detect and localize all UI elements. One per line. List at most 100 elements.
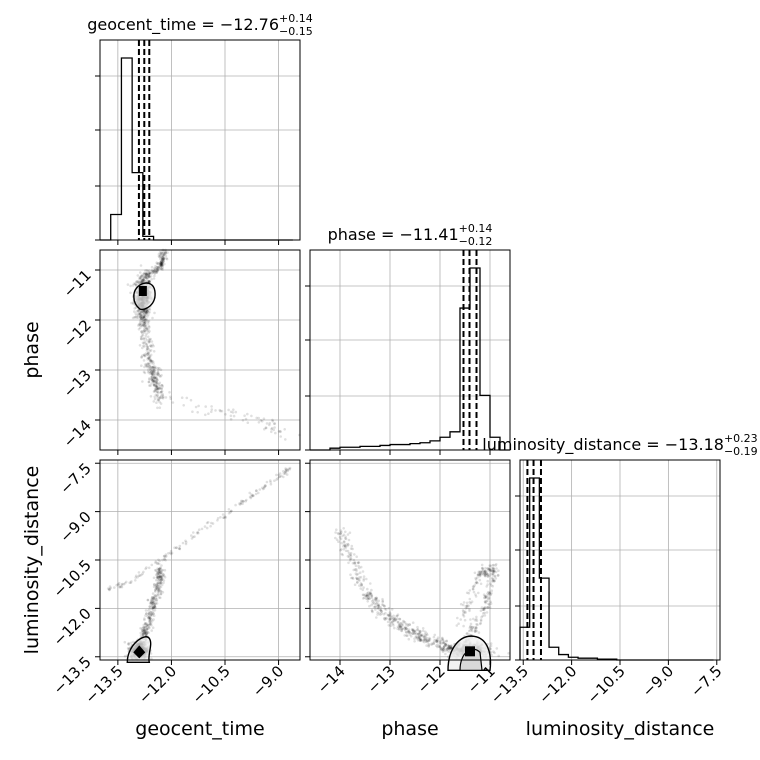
scatter-point (150, 611, 154, 615)
scatter-point (148, 370, 151, 374)
scatter-point (145, 276, 148, 279)
scatter-point (474, 593, 477, 596)
scatter-point (148, 275, 151, 278)
scatter-point (153, 311, 156, 315)
scatter-point (142, 341, 146, 345)
scatter-point (153, 387, 157, 391)
scatter-point (160, 251, 163, 255)
scatter-point (214, 409, 217, 412)
hist-bar (430, 441, 440, 450)
scatter-point (155, 575, 159, 578)
scatter-point (159, 262, 163, 266)
scatter-point (145, 349, 149, 352)
scatter-point (147, 616, 151, 619)
scatter-point (126, 642, 130, 646)
scatter-point (157, 589, 160, 592)
scatter-point (158, 381, 162, 385)
scatter-point (163, 262, 166, 266)
title-name: luminosity_distance = (482, 435, 664, 455)
scatter-point (142, 337, 145, 341)
scatter-point (135, 283, 138, 287)
scatter-point (139, 274, 143, 278)
scatter-point (142, 337, 146, 340)
scatter-point (158, 570, 162, 573)
scatter-point (159, 579, 163, 582)
scatter-point (143, 272, 147, 276)
scatter-point (145, 277, 148, 280)
scatter-point (141, 277, 145, 280)
scatter-point (141, 274, 144, 278)
scatter-point (148, 620, 151, 624)
scatter-point (147, 272, 150, 276)
scatter-point (353, 583, 357, 586)
scatter-point (268, 423, 271, 427)
title-name: geocent_time = (87, 15, 220, 35)
scatter-point (219, 516, 222, 519)
scatter-point (146, 274, 149, 278)
scatter-point (157, 254, 161, 258)
scatter-point (150, 602, 153, 606)
scatter-point (159, 571, 162, 574)
scatter-point (489, 647, 492, 650)
scatter-point (147, 377, 151, 380)
scatter-point (154, 383, 157, 387)
scatter-point (141, 341, 145, 345)
scatter-point (159, 396, 162, 400)
scatter-point (474, 577, 477, 580)
scatter-point (148, 273, 151, 276)
scatter-point (139, 313, 142, 317)
scatter-point (143, 318, 146, 322)
scatter-point (140, 314, 144, 318)
scatter-point (108, 585, 112, 588)
scatter-point (284, 467, 287, 470)
scatter-point (488, 564, 492, 567)
scatter-point (145, 343, 148, 346)
scatter-point (338, 536, 342, 539)
scatter-point (142, 310, 146, 314)
scatter-point (156, 578, 160, 582)
scatter-point (157, 568, 160, 572)
x-tick-label: −14 (314, 662, 349, 697)
scatter-point (156, 269, 159, 272)
scatter-point (173, 546, 176, 549)
scatter-point (150, 372, 154, 376)
scatter-point (381, 600, 385, 604)
scatter-point (218, 408, 222, 412)
scatter-point (169, 549, 173, 553)
scatter-point (140, 337, 143, 341)
scatter-point (141, 331, 144, 335)
scatter-point (144, 614, 147, 617)
scatter-point (406, 623, 410, 626)
scatter-point (443, 642, 447, 646)
scatter-point (146, 623, 149, 627)
scatter-point (157, 267, 161, 271)
panel-luminosity_distance-hist: −13.5 −12.0 −10.5 −9.0 −7.5 luminosity_distan… (482, 432, 757, 707)
scatter-point (269, 479, 272, 482)
scatter-point (154, 569, 158, 572)
scatter-point (241, 419, 245, 422)
scatter-point (145, 277, 149, 281)
scatter-point (163, 558, 166, 561)
scatter-point (154, 264, 157, 268)
scatter-point (180, 396, 184, 400)
scatter-point (147, 275, 151, 279)
title-median: −11.41 (399, 225, 458, 244)
scatter-point (159, 576, 162, 579)
scatter-point (155, 374, 158, 377)
scatter-point (147, 272, 151, 276)
scatter-point (145, 311, 148, 314)
scatter-point (152, 373, 156, 377)
scatter-point (155, 390, 159, 394)
scatter-point (152, 601, 156, 604)
scatter-point (169, 552, 173, 556)
scatter-point (154, 376, 158, 380)
scatter-point (273, 422, 277, 425)
density-peak (138, 286, 147, 296)
scatter-point (159, 402, 163, 405)
scatter-point (140, 317, 143, 320)
scatter-point (171, 401, 175, 404)
scatter-point (478, 578, 482, 582)
scatter-point (156, 571, 160, 574)
scatter-point (154, 583, 158, 587)
scatter-point (263, 427, 266, 431)
